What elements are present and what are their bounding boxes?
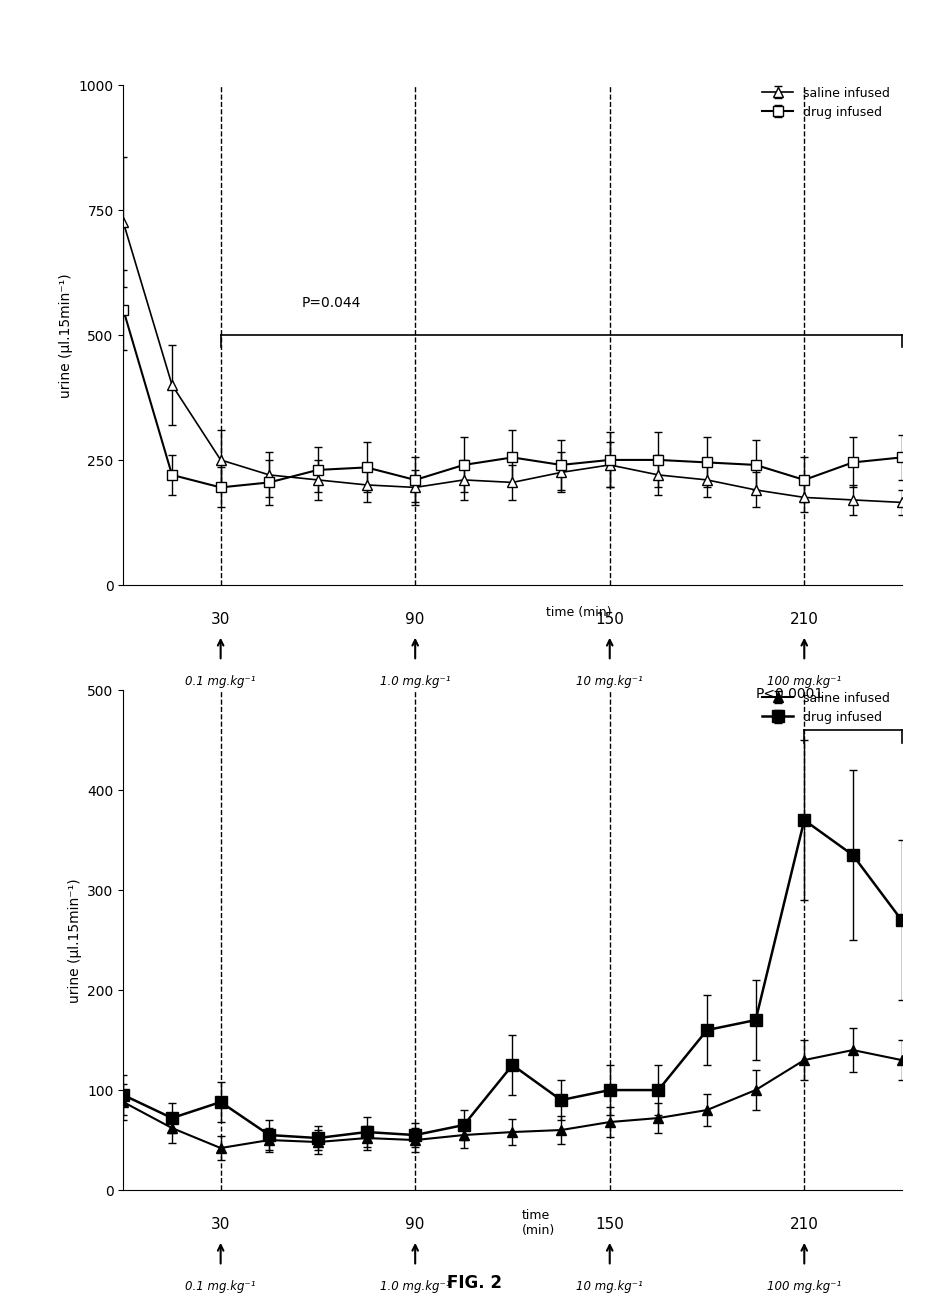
Text: 0.1 mg.kg⁻¹: 0.1 mg.kg⁻¹ — [185, 1279, 256, 1293]
Text: time (min): time (min) — [546, 606, 611, 619]
Text: 10 mg.kg⁻¹: 10 mg.kg⁻¹ — [576, 675, 643, 688]
Text: 0.1 mg.kg⁻¹: 0.1 mg.kg⁻¹ — [185, 675, 256, 688]
Text: 1.0 mg.kg⁻¹: 1.0 mg.kg⁻¹ — [380, 675, 451, 688]
Text: 30: 30 — [211, 1216, 231, 1231]
Text: 150: 150 — [595, 611, 624, 626]
Text: 1.0 mg.kg⁻¹: 1.0 mg.kg⁻¹ — [380, 1279, 451, 1293]
Text: 100 mg.kg⁻¹: 100 mg.kg⁻¹ — [767, 675, 842, 688]
Legend: saline infused, drug infused: saline infused, drug infused — [757, 82, 895, 124]
Text: P=0.044: P=0.044 — [302, 296, 361, 310]
Text: 30: 30 — [211, 611, 231, 626]
Y-axis label: urine (µl.15min⁻¹): urine (µl.15min⁻¹) — [67, 878, 82, 1002]
Text: 210: 210 — [790, 611, 819, 626]
Text: time
(min): time (min) — [522, 1208, 555, 1236]
Text: 90: 90 — [405, 1216, 425, 1231]
Y-axis label: urine (µl.15min⁻¹): urine (µl.15min⁻¹) — [59, 274, 73, 397]
Text: 210: 210 — [790, 1216, 819, 1231]
Text: P<0.0001: P<0.0001 — [755, 686, 824, 701]
Text: FIG. 2: FIG. 2 — [447, 1273, 502, 1291]
Text: 10 mg.kg⁻¹: 10 mg.kg⁻¹ — [576, 1279, 643, 1293]
Text: 90: 90 — [405, 611, 425, 626]
Text: 150: 150 — [595, 1216, 624, 1231]
Legend: saline infused, drug infused: saline infused, drug infused — [757, 686, 895, 729]
Text: 100 mg.kg⁻¹: 100 mg.kg⁻¹ — [767, 1279, 842, 1293]
